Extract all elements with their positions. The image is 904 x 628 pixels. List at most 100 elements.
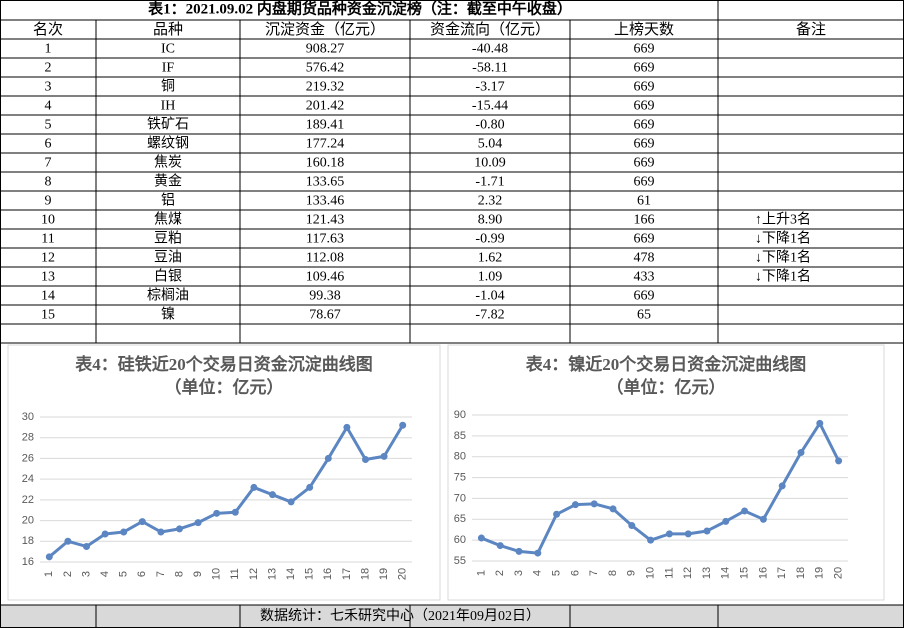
table-cell: 10.09 (474, 156, 506, 171)
x-tick-label: 4 (99, 571, 111, 577)
table-cell: 121.43 (306, 213, 345, 228)
table-cell: 6 (45, 137, 52, 152)
x-tick-label: 11 (663, 567, 675, 578)
table-cell: 4 (45, 99, 52, 114)
data-point (609, 505, 617, 513)
table-cell: IC (161, 42, 175, 57)
table-cell: 160.18 (306, 156, 345, 171)
y-tick-label: 75 (454, 471, 466, 483)
table-cell: 2 (45, 61, 52, 76)
table-cell: 8 (45, 175, 52, 190)
data-point (684, 530, 692, 538)
y-tick-label: 26 (22, 452, 34, 464)
data-point (399, 421, 407, 429)
table-cell: -0.99 (475, 232, 504, 247)
data-point (477, 534, 485, 542)
table-cell: 669 (634, 289, 655, 304)
table-cell: 棕榈油 (147, 288, 189, 304)
x-tick-label: 16 (322, 568, 334, 580)
table-cell: 焦煤 (154, 212, 182, 228)
data-point (797, 449, 805, 457)
table-cell: 433 (634, 270, 655, 285)
x-tick-label: 13 (701, 567, 713, 579)
table-cell: 1.09 (478, 270, 503, 285)
data-point (101, 530, 109, 538)
table-cell: 8.90 (478, 213, 503, 228)
x-tick-label: 3 (80, 571, 92, 577)
y-tick-label: 85 (454, 430, 466, 442)
data-point (590, 500, 598, 508)
table-cell: -3.17 (475, 80, 504, 95)
table-cell: 14 (41, 289, 55, 304)
x-tick-label: 9 (626, 570, 638, 576)
table-cell: 117.63 (306, 232, 344, 247)
x-tick-label: 1 (475, 570, 487, 576)
y-tick-label: 16 (22, 556, 34, 568)
table-cell: 112.08 (306, 251, 344, 266)
table-cell: 豆油 (154, 250, 182, 266)
data-point (741, 507, 749, 515)
data-point (362, 455, 369, 463)
data-point (534, 549, 542, 557)
x-tick-label: 8 (607, 570, 619, 576)
table-cell: -1.04 (475, 289, 504, 304)
table-cell: 133.65 (306, 175, 345, 190)
data-point (269, 491, 276, 499)
data-point (306, 483, 314, 491)
table-cell: 15 (41, 308, 55, 323)
x-tick-label: 19 (378, 568, 390, 580)
data-point (722, 517, 730, 525)
table-cell: -0.80 (475, 118, 504, 133)
data-point (835, 457, 843, 465)
chart-subtitle: （单位：亿元） (607, 377, 726, 397)
y-tick-label: 60 (454, 534, 466, 546)
data-point (157, 528, 165, 536)
table-cell: 576.42 (306, 61, 345, 76)
x-tick-label: 9 (192, 571, 204, 577)
data-point (194, 519, 202, 527)
table-title: 表1：2021.09.02 内盘期货品种资金沉淀榜（注：截至中午收盘） (148, 0, 572, 17)
table-cell: ↑上升3名 (755, 212, 811, 228)
table-cell: 669 (634, 61, 655, 76)
table-cell: 1 (45, 42, 52, 57)
x-tick-label: 1 (43, 571, 55, 577)
table-cell: IF (162, 61, 175, 76)
x-tick-label: 17 (341, 568, 353, 580)
y-tick-label: 30 (22, 411, 34, 423)
data-point (703, 527, 711, 535)
table-cell: 669 (634, 118, 655, 133)
x-tick-label: 3 (513, 570, 525, 576)
x-tick-label: 18 (795, 567, 807, 579)
table-cell: 焦炭 (154, 155, 182, 171)
data-point (120, 528, 128, 536)
data-point (380, 452, 388, 460)
table-cell: 219.32 (306, 80, 345, 95)
data-point (45, 553, 53, 561)
table-header: 名次 (33, 21, 63, 38)
y-tick-label: 18 (22, 535, 34, 547)
table-cell: 3 (45, 80, 52, 95)
table-cell: ↓下降1名 (755, 250, 811, 266)
y-tick-label: 90 (454, 409, 466, 421)
data-point (816, 419, 824, 427)
table-cell: 189.41 (306, 118, 345, 133)
x-tick-label: 12 (682, 567, 694, 579)
data-point (324, 454, 332, 462)
table-cell: 669 (634, 232, 655, 247)
footer: 数据统计：七禾研究中心（2021年09月02日） (260, 608, 540, 624)
data-point (213, 509, 221, 517)
x-tick-label: 10 (645, 567, 657, 579)
data-point (250, 483, 258, 491)
table-cell: -40.48 (472, 42, 508, 57)
table-cell: 10 (41, 213, 55, 228)
table-cell: 铁矿石 (147, 117, 189, 133)
x-tick-label: 14 (285, 568, 297, 580)
data-point (138, 518, 146, 526)
line-series (480, 421, 840, 555)
table-cell: 2.32 (478, 194, 503, 209)
table-cell: 99.38 (309, 289, 341, 304)
chart-title: 表4：硅铁近20个交易日资金沉淀曲线图 (75, 354, 373, 374)
x-tick-label: 20 (833, 567, 845, 579)
x-tick-label: 12 (248, 568, 260, 580)
table-cell: 669 (634, 42, 655, 57)
